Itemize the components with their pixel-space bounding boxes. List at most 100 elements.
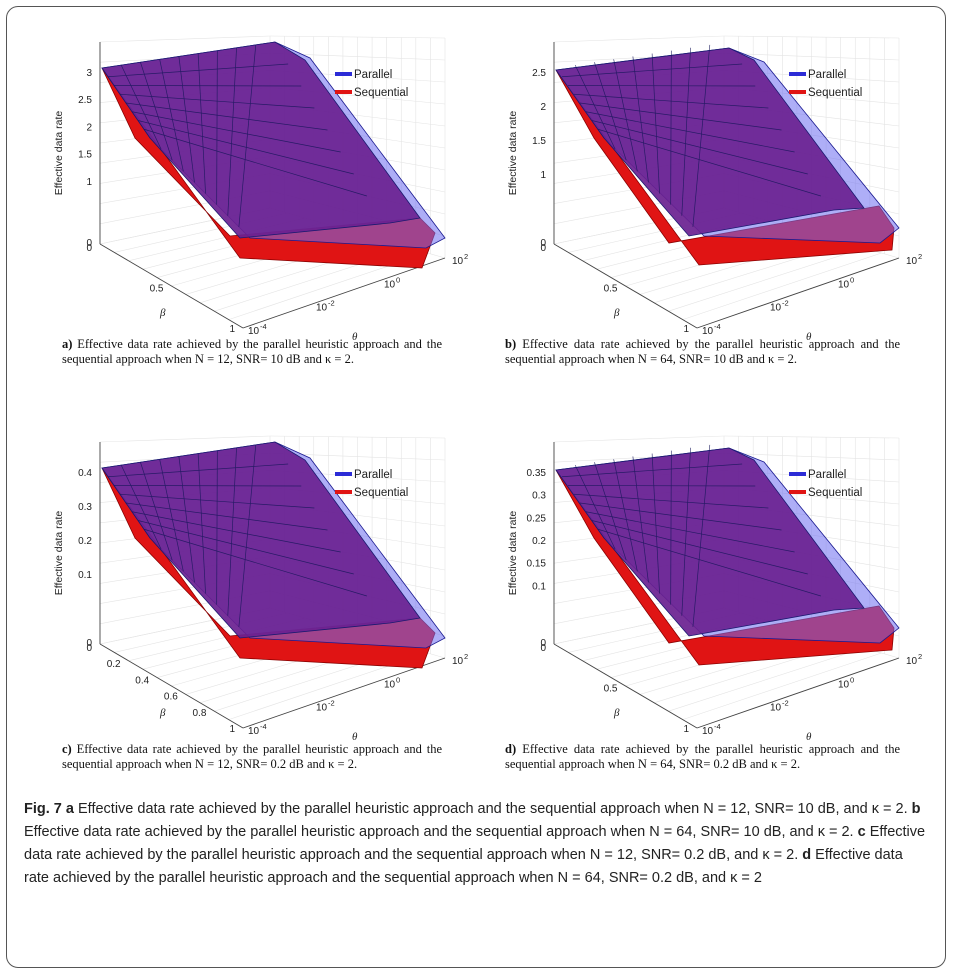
x-tick-label: 10 0 <box>838 275 854 290</box>
z-tick-label: 0.15 <box>527 559 547 570</box>
overlap-surface <box>101 441 421 639</box>
y-axis-line <box>553 643 698 729</box>
z-tick-label: 0.1 <box>78 570 92 581</box>
x-tick-label: 10 2 <box>906 252 922 267</box>
mesh-line <box>143 528 367 597</box>
mesh-line <box>137 120 354 175</box>
caption-a-letter: a) <box>62 337 73 351</box>
y-tick-label: 0 <box>540 643 546 654</box>
z-tick-label: 2.5 <box>532 68 546 79</box>
grid-line <box>682 652 882 720</box>
x-tick-base: 10 <box>452 656 464 667</box>
caption-part-c-letter: c <box>857 824 866 840</box>
caption-part-d-letter: d <box>802 847 812 863</box>
y-tick-label: 0.5 <box>604 284 618 295</box>
x-tick-exponent: -2 <box>328 699 335 708</box>
mesh-line <box>585 511 795 553</box>
x-tick-base: 10 <box>316 703 328 714</box>
mesh-line <box>567 85 756 87</box>
legend: Parallel Sequential <box>789 469 862 499</box>
y-tick-label: 0 <box>540 243 546 254</box>
x-tick-base: 10 <box>248 326 260 337</box>
y-axis-line <box>553 243 698 329</box>
x-tick-base: 10 <box>702 726 714 737</box>
y-tick-label: 0.5 <box>604 684 618 695</box>
legend-label-sequential: Sequential <box>808 487 862 499</box>
mesh-line <box>567 485 756 487</box>
y-tick-label: 0.4 <box>135 675 149 686</box>
mesh-line <box>692 444 711 627</box>
mesh-line <box>573 93 769 109</box>
x-tick-exponent: 0 <box>850 275 854 284</box>
grid-line <box>723 52 900 61</box>
x-tick-label: 10 -2 <box>316 299 335 314</box>
mesh-line <box>692 44 711 227</box>
x-tick-label: 10 -4 <box>702 322 721 337</box>
z-tick-label: 1 <box>86 177 92 188</box>
x-tick-base: 10 <box>906 656 918 667</box>
mesh-line <box>159 459 184 572</box>
mesh-line <box>238 44 257 227</box>
mesh-line <box>227 447 237 616</box>
mesh-line <box>125 502 328 531</box>
caption-b: b) Effective data rate achieved by the p… <box>505 337 900 367</box>
x-tick-label: 10 -2 <box>770 699 789 714</box>
axes <box>553 442 900 729</box>
mesh-line <box>113 485 302 487</box>
caption-b-text: Effective data rate achieved by the para… <box>505 337 900 366</box>
z-tick-label: 3 <box>86 68 92 79</box>
x-tick-exponent: -4 <box>260 722 267 731</box>
grid-line <box>723 35 900 39</box>
y-tick-label: 0.5 <box>150 284 164 295</box>
y-tick-label: 0 <box>86 643 92 654</box>
mesh-line <box>579 102 782 131</box>
caption-part-c-text: Effective data rate achieved by the para… <box>24 824 926 863</box>
x-tick-exponent: -4 <box>714 722 721 731</box>
mesh-line <box>125 102 328 131</box>
mesh-line <box>585 111 795 153</box>
z-tick-label: 0.35 <box>527 468 547 479</box>
x-tick-exponent: 2 <box>918 252 922 261</box>
z-tick-label: 0.25 <box>527 513 547 524</box>
x-tick-exponent: -4 <box>260 322 267 331</box>
mesh-line <box>140 62 173 161</box>
y-tick-label: 1 <box>683 724 689 735</box>
axes <box>99 42 446 329</box>
y-axis-label: β <box>159 707 166 719</box>
x-axis-label: θ <box>352 731 358 743</box>
mesh-line <box>197 53 206 194</box>
grid-line <box>99 35 271 43</box>
x-axis-label: θ <box>806 331 812 343</box>
y-tick-label: 1 <box>683 324 689 335</box>
mesh-line <box>594 62 627 161</box>
mesh-line <box>119 493 315 509</box>
z-tick-label: 0 <box>86 238 92 249</box>
mesh-line <box>561 463 743 478</box>
z-tick-label: 0.1 <box>532 581 546 592</box>
x-axis-line <box>696 257 900 329</box>
mesh-line <box>120 464 162 550</box>
mesh-line <box>137 520 354 575</box>
x-tick-label: 10 -4 <box>702 722 721 737</box>
x-tick-exponent: 2 <box>464 652 468 661</box>
grid-line <box>723 452 900 461</box>
panel-b: Parallel Sequential 2.5 2 1.5 1 0 Effective dat… <box>494 28 954 343</box>
x-axis-line <box>242 257 446 329</box>
z-axis-label: Effective data rate <box>53 511 65 596</box>
caption-b-letter: b) <box>505 337 517 351</box>
x-tick-base: 10 <box>702 326 714 337</box>
caption-c-letter: c) <box>62 742 72 756</box>
mesh-line <box>107 463 289 478</box>
y-tick-label: 0.6 <box>164 692 178 703</box>
y-axis-label: β <box>613 307 620 319</box>
z-tick-label: 1 <box>540 170 546 181</box>
mesh-line <box>227 47 237 216</box>
surface-mesh <box>561 44 821 227</box>
axes <box>99 442 446 729</box>
figure-frame <box>6 6 946 968</box>
caption-d: d) Effective data rate achieved by the p… <box>505 742 900 772</box>
x-tick-exponent: -2 <box>782 299 789 308</box>
z-axis-label: Effective data rate <box>53 111 65 196</box>
